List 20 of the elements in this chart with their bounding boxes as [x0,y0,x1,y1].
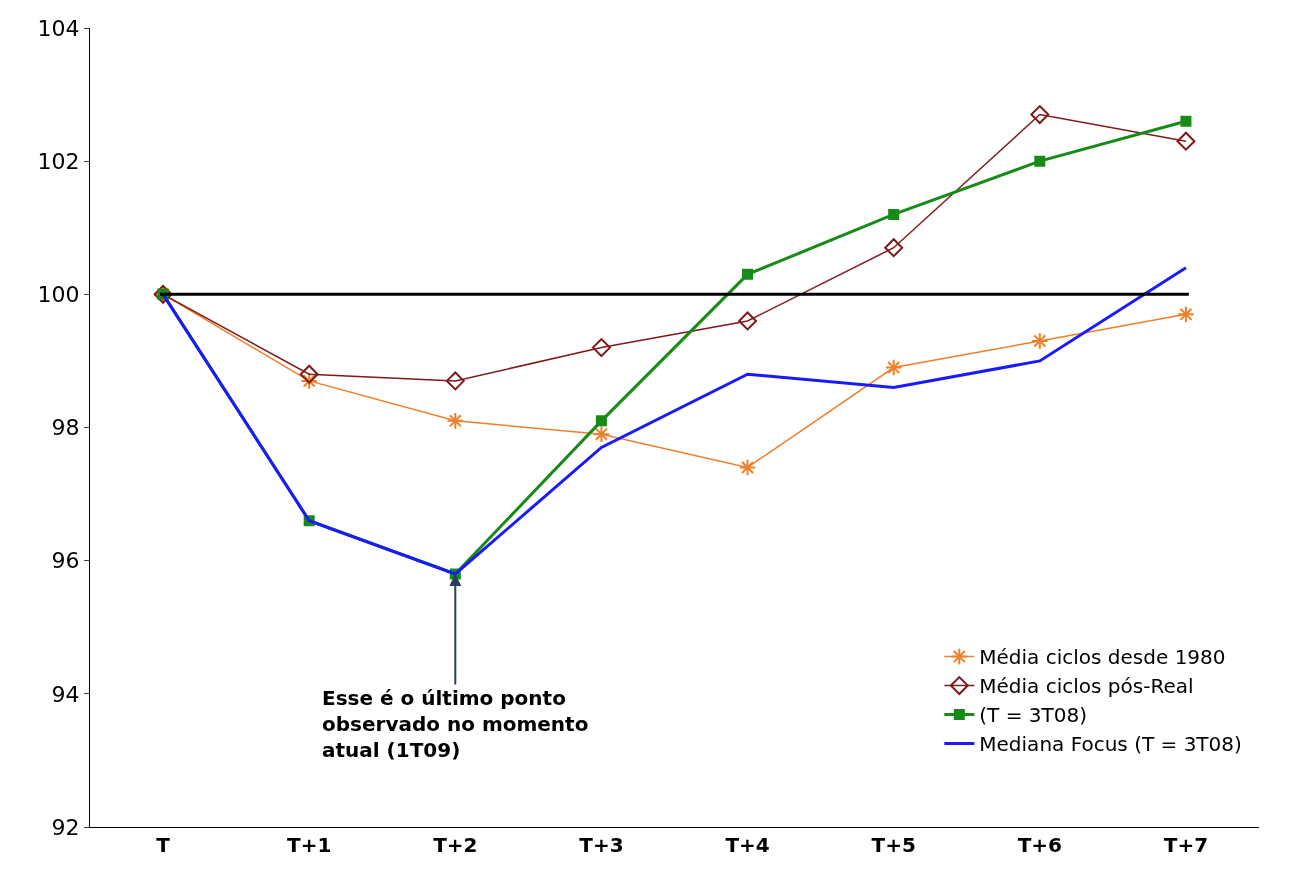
annotation: Esse é o último ponto observado no momento atual (1T09) [322,686,589,762]
legend-label: Mediana Focus (T = 3T08) [979,732,1242,757]
y-tick-label: 100 [37,282,80,308]
legend-label: (T = 3T08) [979,703,1087,728]
x-tick-label: T+5 [871,833,916,857]
y-tick-label: 92 [51,814,80,840]
x-tick-label: T+1 [287,833,332,857]
x-tick-label: T+3 [579,833,624,857]
y-tick-label: 98 [51,415,80,441]
y-tick-label: 102 [37,148,80,174]
y-tick-label: 104 [37,15,80,41]
x-tick-label: T+4 [725,833,770,857]
x-tick-label: T [156,833,171,857]
x-tick-label: T+2 [433,833,478,857]
x-tick-label: T+6 [1017,833,1062,857]
legend-label: Média ciclos pós-Real [979,674,1194,699]
y-tick-label: 94 [51,681,80,707]
y-tick-label: 96 [51,548,80,574]
x-tick-label: T+7 [1163,833,1209,857]
legend-label: Média ciclos desde 1980 [979,645,1226,670]
